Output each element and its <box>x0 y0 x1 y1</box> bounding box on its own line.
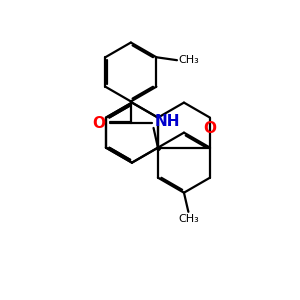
Text: O: O <box>92 116 106 131</box>
Text: CH₃: CH₃ <box>178 214 199 224</box>
Text: CH₃: CH₃ <box>178 55 199 65</box>
Text: O: O <box>203 121 217 136</box>
Text: NH: NH <box>154 114 180 129</box>
